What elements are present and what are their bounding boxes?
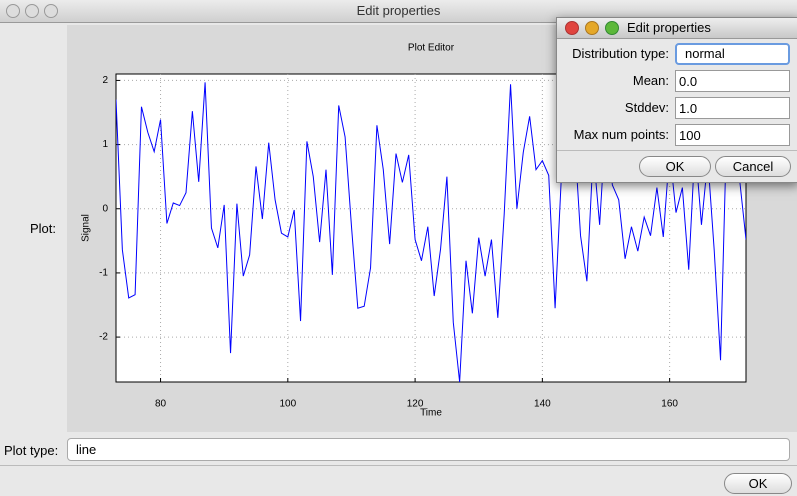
y-tick-label: 0	[102, 203, 108, 214]
y-tick-label: -1	[99, 268, 108, 279]
close-button[interactable]	[6, 4, 20, 18]
field-label: Mean:	[632, 73, 669, 88]
field-label: Stddev:	[624, 100, 669, 115]
plot-label: Plot:	[30, 221, 57, 236]
minimize-button[interactable]	[25, 4, 39, 18]
plot-type-select[interactable]: line	[67, 438, 790, 461]
window-title: Edit properties	[356, 3, 441, 18]
dialog-title: Edit properties	[627, 20, 711, 35]
dialog-title-bar: Edit properties	[557, 18, 797, 39]
plot-type-label: Plot type:	[4, 443, 59, 458]
field-input[interactable]: 1.0	[675, 97, 790, 119]
x-tick-label: 120	[407, 399, 424, 410]
field-select[interactable]: normal	[675, 43, 790, 65]
y-tick-label: -2	[99, 332, 108, 343]
field-input[interactable]: 100	[675, 124, 790, 146]
y-tick-label: 1	[102, 139, 108, 150]
y-axis-label: Signal	[81, 214, 92, 242]
field-label: Distribution type:	[572, 46, 669, 61]
x-tick-label: 100	[279, 399, 296, 410]
dialog-zoom[interactable]	[605, 21, 619, 35]
y-tick-label: 2	[102, 75, 108, 86]
dialog-ok-button[interactable]: OK	[639, 156, 711, 177]
field-input[interactable]: 0.0	[675, 70, 790, 92]
dialog-cancel-button[interactable]: Cancel	[715, 156, 791, 177]
dialog-minimize[interactable]	[585, 21, 599, 35]
x-tick-label: 160	[661, 399, 678, 410]
x-tick-label: 80	[155, 399, 167, 410]
x-axis-label: Time	[420, 408, 442, 419]
ok-button[interactable]: OK	[724, 473, 792, 494]
chart-title: Plot Editor	[408, 43, 455, 54]
zoom-button[interactable]	[44, 4, 58, 18]
dialog-separator	[557, 150, 797, 151]
x-tick-label: 140	[534, 399, 551, 410]
plot-type-value: line	[76, 442, 97, 457]
separator	[0, 465, 797, 466]
dialog: Edit properties Distribution type: normal…	[556, 17, 797, 183]
data-line	[116, 82, 746, 382]
dialog-close[interactable]	[565, 21, 579, 35]
field-label: Max num points:	[573, 127, 669, 142]
